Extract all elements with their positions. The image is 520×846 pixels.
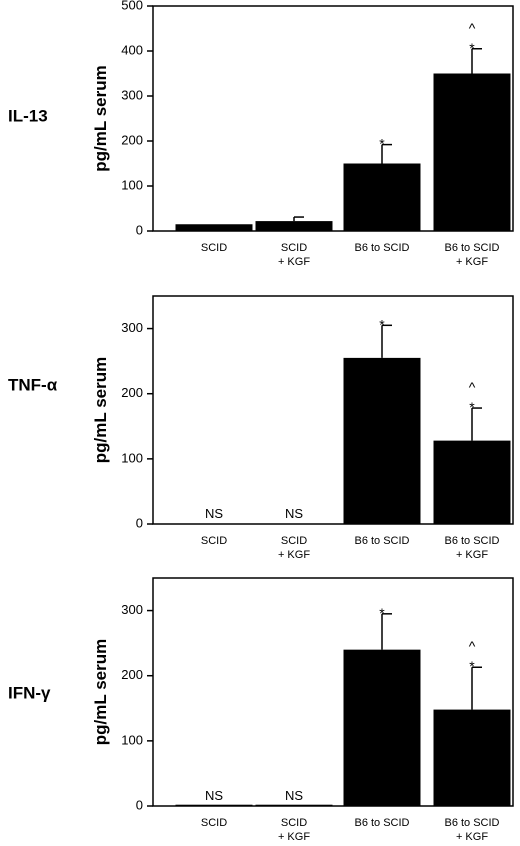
category-label: SCID [201, 535, 227, 547]
category-label: SCID [281, 817, 307, 829]
y-tick-label: 0 [136, 797, 143, 812]
bar-3 [343, 357, 421, 524]
y-axis-label: pg/mL serum [91, 639, 110, 745]
bar-2 [255, 221, 333, 231]
category-label: + KGF [456, 549, 488, 561]
bar-3 [343, 163, 421, 231]
category-label: + KGF [456, 831, 488, 843]
significance-star: * [469, 658, 475, 674]
category-label: B6 to SCID [444, 242, 499, 254]
y-tick-label: 200 [121, 667, 143, 682]
category-label: + KGF [278, 831, 310, 843]
y-tick-label: 200 [121, 132, 143, 147]
category-label: B6 to SCID [354, 817, 409, 829]
category-label: + KGF [278, 549, 310, 561]
chart-panel-2: TNF-α pg/mL serum 0 100 200 300 NS SCID NS SCID + … [8, 295, 514, 561]
significance-caret: ^ [469, 379, 476, 395]
y-tick-label: 100 [121, 732, 143, 747]
bar-1 [175, 224, 253, 231]
y-tick-label: 100 [121, 450, 143, 465]
y-tick-label: 0 [136, 222, 143, 237]
category-label: B6 to SCID [444, 817, 499, 829]
ns-label: NS [285, 788, 303, 803]
y-tick-label: 200 [121, 385, 143, 400]
y-tick-label: 100 [121, 177, 143, 192]
category-label: B6 to SCID [354, 535, 409, 547]
significance-star: * [379, 316, 385, 332]
y-tick-label: 300 [121, 320, 143, 335]
category-label: B6 to SCID [444, 535, 499, 547]
y-tick-label: 400 [121, 42, 143, 57]
y-tick-label: 500 [121, 0, 143, 12]
category-label: B6 to SCID [354, 242, 409, 254]
bar-1 [175, 804, 253, 806]
ns-label: NS [285, 506, 303, 521]
panel-label: IL-13 [8, 106, 48, 125]
significance-star: * [379, 605, 385, 621]
plot-frame [152, 577, 514, 807]
ns-label: NS [205, 788, 223, 803]
category-label: SCID [201, 242, 227, 254]
bar-4 [433, 709, 511, 806]
category-label: + KGF [278, 256, 310, 268]
bar-2 [255, 804, 333, 806]
y-tick-label: 0 [136, 515, 143, 530]
significance-caret: ^ [469, 638, 476, 654]
category-label: SCID [201, 817, 227, 829]
significance-star: * [469, 40, 475, 56]
panel-label: TNF-α [8, 375, 58, 394]
bar-4 [433, 440, 511, 524]
plot-frame [152, 5, 514, 232]
ns-label: NS [205, 506, 223, 521]
y-tick-label: 300 [121, 602, 143, 617]
significance-caret: ^ [469, 20, 476, 36]
y-axis-label: pg/mL serum [91, 357, 110, 463]
category-label: SCID [281, 242, 307, 254]
category-label: SCID [281, 535, 307, 547]
chart-panel-1: IL-13 pg/mL serum 0 100 200 300 400 500 SCID SCID… [8, 0, 514, 268]
panel-label: IFN-γ [8, 683, 51, 702]
significance-star: * [379, 136, 385, 152]
y-tick-label: 300 [121, 87, 143, 102]
plot-frame [152, 295, 514, 525]
bar-3 [343, 649, 421, 806]
chart-panel-3: IFN-γ pg/mL serum 0 100 200 300 NS SCID NS SCID + … [8, 577, 514, 843]
category-label: + KGF [456, 256, 488, 268]
bar-4 [433, 73, 511, 231]
y-axis-label: pg/mL serum [91, 65, 110, 171]
significance-star: * [469, 399, 475, 415]
